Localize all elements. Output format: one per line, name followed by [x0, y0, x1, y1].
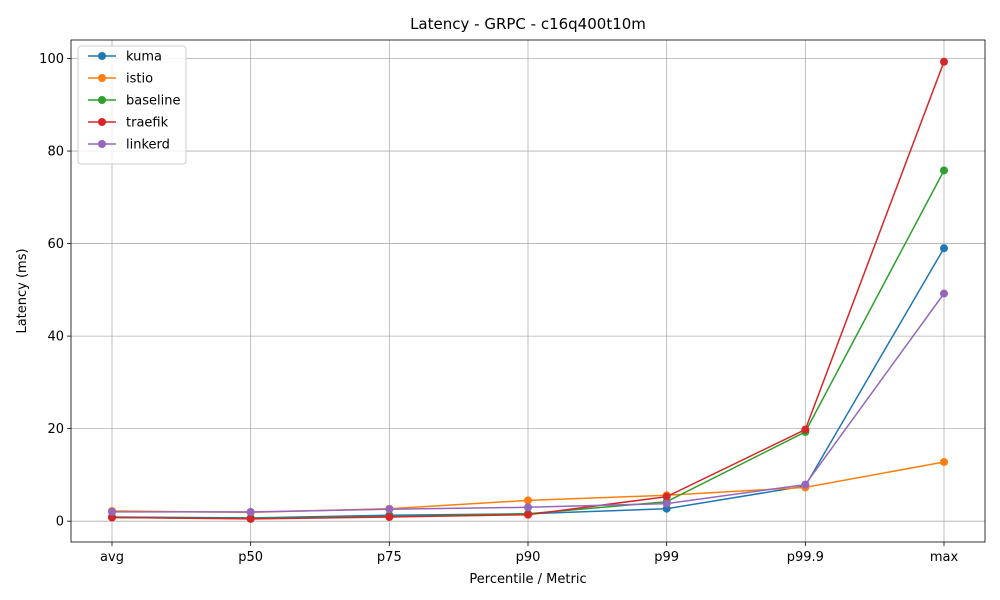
- legend-label-linkerd: linkerd: [126, 138, 170, 153]
- x-tick-label: p75: [377, 550, 402, 565]
- data-point-traefik: [246, 514, 255, 523]
- data-point-linkerd: [108, 507, 116, 516]
- legend-marker-kuma: [98, 52, 106, 60]
- x-tick-label: p99.9: [787, 550, 824, 565]
- y-tick-label: 20: [47, 422, 64, 437]
- chart-title: Latency - GRPC - c16q400t10m: [410, 15, 646, 33]
- legend-marker-baseline: [98, 96, 106, 104]
- x-tick-label: p99: [654, 550, 679, 565]
- x-tick-label: p50: [238, 550, 263, 565]
- series-layer: [108, 57, 948, 523]
- x-tick-label: avg: [100, 550, 124, 565]
- legend: kuma istio baseline traefik linkerd: [77, 45, 187, 165]
- y-tick-label: 100: [39, 52, 64, 67]
- data-point-linkerd: [385, 505, 394, 514]
- legend-marker-istio: [98, 74, 106, 82]
- legend-label-istio: istio: [126, 72, 153, 87]
- series-traefik: [108, 57, 948, 523]
- legend-label-traefik: traefik: [126, 116, 169, 131]
- y-tick-label: 80: [47, 145, 64, 160]
- data-point-traefik: [385, 513, 394, 522]
- data-point-traefik: [801, 425, 810, 434]
- data-point-baseline: [940, 166, 948, 175]
- y-axis-ticks: 0 20 40 60 80 100: [39, 52, 71, 530]
- y-tick-label: 40: [47, 330, 64, 345]
- x-axis-label: Percentile / Metric: [469, 572, 586, 587]
- data-point-kuma: [940, 244, 948, 253]
- x-axis-ticks: avg p50 p75 p90 p99 p99.9 max: [100, 542, 958, 565]
- data-point-traefik: [524, 510, 532, 519]
- y-tick-label: 0: [56, 515, 64, 530]
- data-point-linkerd: [801, 480, 810, 489]
- data-point-traefik: [940, 57, 948, 66]
- series-linkerd: [108, 289, 948, 516]
- grid-layer: [71, 40, 985, 542]
- data-point-linkerd: [662, 499, 671, 508]
- data-point-istio: [940, 457, 948, 466]
- y-tick-label: 60: [47, 237, 64, 252]
- data-point-traefik: [108, 513, 116, 522]
- legend-marker-linkerd: [98, 140, 106, 148]
- legend-label-kuma: kuma: [126, 50, 162, 65]
- x-tick-label: p90: [516, 550, 541, 565]
- data-point-istio: [524, 496, 532, 505]
- y-axis-label: Latency (ms): [15, 248, 30, 333]
- data-point-linkerd: [246, 507, 255, 516]
- x-tick-label: max: [930, 550, 959, 565]
- data-point-traefik: [662, 492, 671, 501]
- data-point-linkerd: [524, 503, 532, 512]
- legend-marker-traefik: [98, 118, 106, 126]
- legend-label-baseline: baseline: [126, 94, 180, 109]
- data-point-linkerd: [940, 289, 948, 298]
